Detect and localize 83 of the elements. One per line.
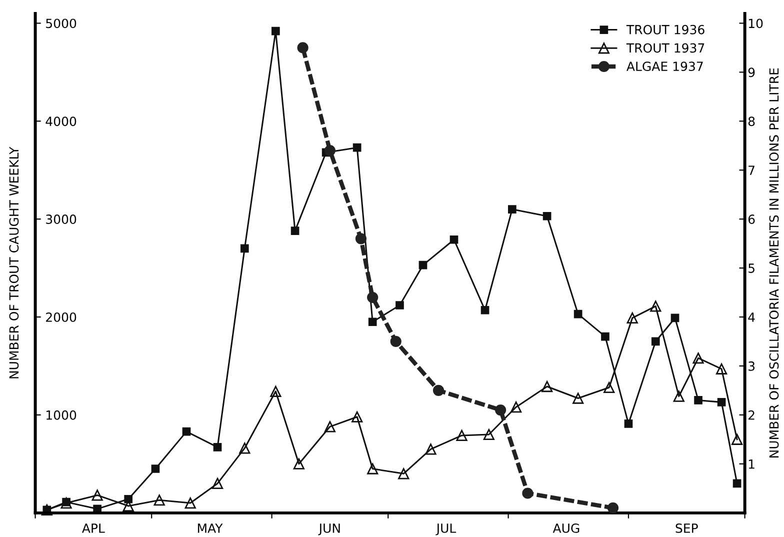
point — [297, 42, 308, 54]
point — [324, 421, 336, 432]
point — [368, 318, 377, 326]
point — [601, 332, 610, 341]
point — [425, 444, 436, 455]
point — [213, 443, 222, 452]
y2-tick-label: 5 — [748, 264, 754, 273]
point — [184, 497, 196, 509]
y-tick-label: 1000 — [46, 410, 76, 420]
point — [607, 502, 619, 514]
x-tick-label: AUG — [552, 523, 580, 533]
point — [398, 468, 410, 480]
y2-tick-label: 4 — [748, 312, 755, 322]
y-tick-label: 4000 — [46, 116, 76, 126]
point — [716, 363, 728, 374]
point — [650, 300, 662, 312]
y2-tick-label: 6 — [748, 214, 755, 224]
point — [456, 430, 468, 442]
point — [151, 464, 160, 473]
point — [651, 337, 660, 346]
point — [626, 312, 638, 324]
legend-label: TROUT 1936 — [626, 24, 704, 34]
point — [240, 244, 249, 253]
point — [542, 380, 553, 392]
point — [271, 26, 280, 36]
x-tick-label: SEP — [676, 523, 698, 533]
point — [542, 212, 552, 220]
point — [692, 352, 704, 364]
point — [124, 494, 132, 504]
point — [182, 427, 191, 436]
point — [717, 398, 726, 406]
point — [624, 420, 633, 428]
point — [270, 386, 282, 397]
y-tick-label: 3000 — [46, 214, 76, 224]
point — [92, 490, 103, 501]
point — [367, 292, 378, 303]
point — [432, 384, 444, 396]
y2-tick-label: 7 — [748, 166, 754, 175]
point — [154, 494, 165, 506]
point — [352, 143, 362, 152]
point — [694, 396, 702, 404]
point — [480, 306, 490, 314]
point — [510, 402, 522, 413]
y-tick-label: 2000 — [46, 312, 76, 322]
point — [290, 226, 300, 235]
point — [450, 235, 458, 244]
point — [396, 301, 404, 310]
point — [670, 314, 680, 322]
point — [732, 479, 742, 488]
y2-tick-label: 9 — [748, 68, 755, 78]
point — [604, 382, 615, 394]
point — [483, 428, 494, 440]
y2-tick-label: 8 — [748, 116, 755, 126]
point — [367, 463, 378, 474]
point — [352, 411, 363, 422]
legend-label: TROUT 1937 — [626, 43, 704, 53]
x-tick-label: APL — [82, 524, 105, 533]
point — [239, 442, 250, 454]
point — [572, 392, 584, 404]
x-tick-label: MAY — [198, 524, 223, 533]
point — [418, 260, 428, 270]
x-tick-label: JUL — [436, 524, 456, 536]
point — [355, 233, 367, 244]
legend-label: ALGAE 1937 — [626, 62, 703, 72]
y-tick-label: 5000 — [46, 18, 76, 28]
point — [508, 205, 516, 214]
y2-tick-label: 2 — [748, 410, 754, 420]
point — [293, 458, 304, 470]
x-tick-label: JUN — [318, 524, 340, 536]
point — [673, 390, 684, 402]
point — [494, 404, 506, 416]
point — [390, 336, 402, 348]
point — [212, 478, 224, 490]
y2-tick-label: 3 — [748, 361, 755, 371]
y2-axis-title: NUMBER OF OSCILLATORIA FILAMENTS IN MILLIONS PER LITRE — [769, 68, 779, 458]
y2-tick-label: 10 — [748, 18, 763, 28]
point — [731, 434, 743, 445]
point — [522, 488, 534, 499]
point — [60, 497, 72, 509]
point — [574, 310, 582, 318]
y2-tick-label: 1 — [748, 460, 754, 469]
point — [324, 144, 336, 156]
y-axis-title: NUMBER OF TROUT CAUGHT WEEKLY — [9, 146, 19, 378]
